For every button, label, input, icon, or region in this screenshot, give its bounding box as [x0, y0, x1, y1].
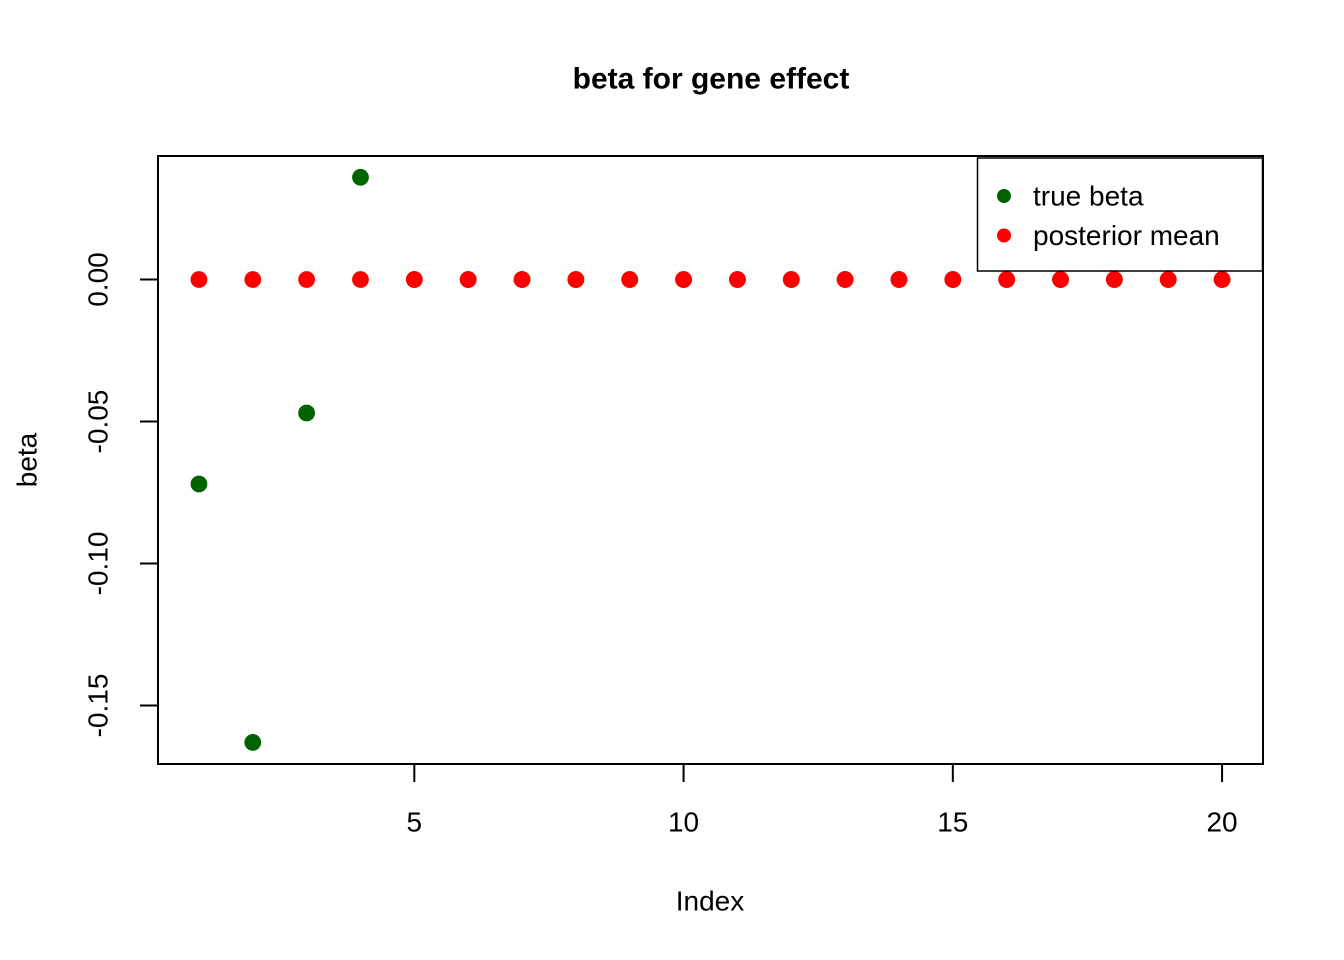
legend: true beta posterior mean: [976, 157, 1264, 272]
y-tick-label: 0.00: [83, 252, 114, 307]
x-axis-ticks: 5 10 15 20: [407, 764, 1238, 838]
posterior-mean-point: [298, 271, 316, 288]
y-tick-label: -0.15: [83, 674, 114, 738]
posterior-mean-point: [836, 271, 854, 288]
posterior-mean-point: [513, 271, 531, 288]
posterior-mean-point: [1105, 271, 1123, 288]
x-tick-label: 20: [1206, 807, 1237, 838]
posterior-mean-point: [621, 271, 639, 288]
y-tick-label: -0.10: [83, 532, 114, 596]
posterior-mean-point: [190, 271, 208, 288]
x-tick-label: 5: [407, 807, 423, 838]
chart-title: beta for gene effect: [573, 63, 850, 96]
posterior-mean-point: [782, 271, 800, 288]
posterior-mean-point: [944, 271, 962, 288]
true-beta-point: [352, 168, 369, 186]
legend-box: [976, 157, 1264, 272]
y-axis-ticks: 0.00 -0.05 -0.10 -0.15: [83, 252, 158, 738]
posterior-mean-point: [567, 271, 585, 288]
posterior-mean-point: [998, 271, 1016, 288]
posterior-mean-point: [244, 271, 262, 288]
posterior-mean-point: [1052, 271, 1069, 288]
posterior-mean-point: [405, 271, 423, 288]
legend-marker-icon: [997, 189, 1011, 203]
true-beta-point: [244, 734, 262, 751]
y-axis-title: beta: [12, 432, 43, 487]
posterior-mean-point: [1159, 271, 1177, 288]
data-points: [190, 168, 1231, 751]
x-tick-label: 10: [668, 807, 699, 838]
legend-label: true beta: [1033, 181, 1144, 212]
posterior-mean-point: [675, 271, 692, 288]
legend-marker-icon: [997, 228, 1011, 243]
y-tick-label: -0.05: [83, 390, 114, 454]
plot-border: [157, 155, 1264, 765]
posterior-mean-point: [729, 271, 746, 288]
posterior-mean-point: [352, 271, 369, 288]
posterior-mean-point: [459, 271, 477, 288]
legend-label: posterior mean: [1033, 220, 1220, 251]
x-axis-title: Index: [676, 886, 745, 917]
true-beta-point: [190, 475, 208, 493]
true-beta-point: [298, 404, 316, 422]
x-tick-label: 15: [937, 807, 968, 838]
posterior-mean-point: [890, 271, 908, 288]
posterior-mean-point: [1213, 271, 1231, 288]
